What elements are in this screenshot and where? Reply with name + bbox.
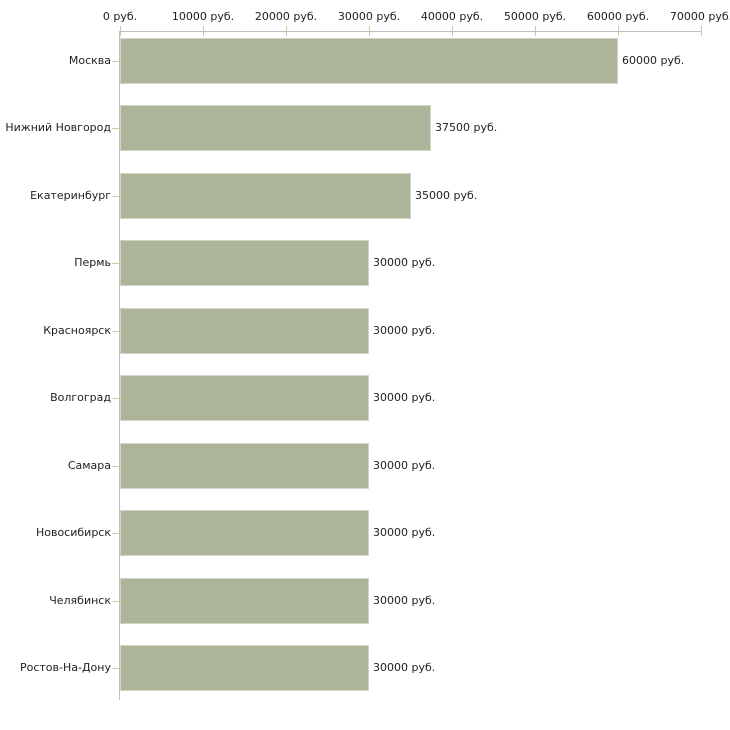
value-label: 35000 руб. [415, 189, 478, 202]
value-label: 30000 руб. [373, 391, 436, 404]
y-axis-tick [112, 128, 119, 129]
x-axis-tick [701, 26, 702, 36]
value-label: 30000 руб. [373, 594, 436, 607]
x-axis-tick [369, 26, 370, 36]
category-label: Волгоград [50, 391, 111, 404]
category-label: Москва [68, 54, 111, 67]
x-axis-tick-label: 30000 руб. [337, 10, 401, 23]
x-axis-tick-label: 0 руб. [102, 10, 138, 23]
y-axis-tick [112, 466, 119, 467]
value-label: 30000 руб. [373, 526, 436, 539]
value-label: 30000 руб. [373, 256, 436, 269]
x-axis-tick [203, 26, 204, 36]
x-axis-tick [535, 26, 536, 36]
y-axis-tick [112, 61, 119, 62]
x-axis-tick-label: 50000 руб. [503, 10, 567, 23]
y-axis-tick [112, 331, 119, 332]
value-label: 30000 руб. [373, 661, 436, 674]
bar [120, 510, 369, 556]
bar [120, 105, 431, 151]
bar [120, 578, 369, 624]
category-label: Новосибирск [35, 526, 111, 539]
x-axis-tick [120, 26, 121, 36]
x-axis-tick-label: 70000 руб. [669, 10, 730, 23]
bar [120, 173, 411, 219]
category-label: Екатеринбург [30, 189, 111, 202]
y-axis-tick [112, 263, 119, 264]
y-axis-tick [112, 398, 119, 399]
y-axis-tick [112, 533, 119, 534]
x-axis-tick-label: 40000 руб. [420, 10, 484, 23]
x-axis-line [119, 31, 702, 32]
x-axis-tick [452, 26, 453, 36]
x-axis-tick-label: 10000 руб. [171, 10, 235, 23]
category-label: Челябинск [49, 594, 111, 607]
y-axis-tick [112, 668, 119, 669]
bar [120, 308, 369, 354]
category-label: Пермь [74, 256, 111, 269]
x-axis-tick [618, 26, 619, 36]
category-label: Ростов-На-Дону [19, 661, 111, 674]
bar [120, 375, 369, 421]
bar [120, 240, 369, 286]
y-axis-line [119, 31, 120, 700]
value-label: 30000 руб. [373, 324, 436, 337]
category-label: Нижний Новгород [5, 121, 111, 134]
bar [120, 38, 618, 84]
y-axis-tick [112, 601, 119, 602]
x-axis-tick-label: 60000 руб. [586, 10, 650, 23]
x-axis-tick [286, 26, 287, 36]
x-axis-tick-label: 20000 руб. [254, 10, 318, 23]
y-axis-tick [112, 196, 119, 197]
category-label: Красноярск [43, 324, 111, 337]
bar [120, 443, 369, 489]
bar [120, 645, 369, 691]
value-label: 37500 руб. [435, 121, 498, 134]
category-label: Самара [67, 459, 111, 472]
value-label: 30000 руб. [373, 459, 436, 472]
value-label: 60000 руб. [622, 54, 685, 67]
